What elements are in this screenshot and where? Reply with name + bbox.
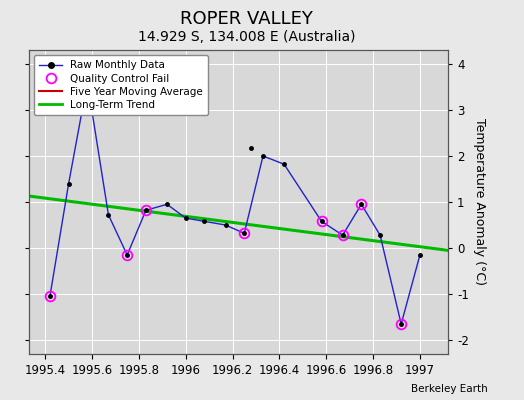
Y-axis label: Temperature Anomaly (°C): Temperature Anomaly (°C) xyxy=(473,118,486,286)
Text: 14.929 S, 134.008 E (Australia): 14.929 S, 134.008 E (Australia) xyxy=(137,30,355,44)
Text: ROPER VALLEY: ROPER VALLEY xyxy=(180,10,313,28)
Legend: Raw Monthly Data, Quality Control Fail, Five Year Moving Average, Long-Term Tren: Raw Monthly Data, Quality Control Fail, … xyxy=(34,55,209,115)
Text: Berkeley Earth: Berkeley Earth xyxy=(411,384,487,394)
